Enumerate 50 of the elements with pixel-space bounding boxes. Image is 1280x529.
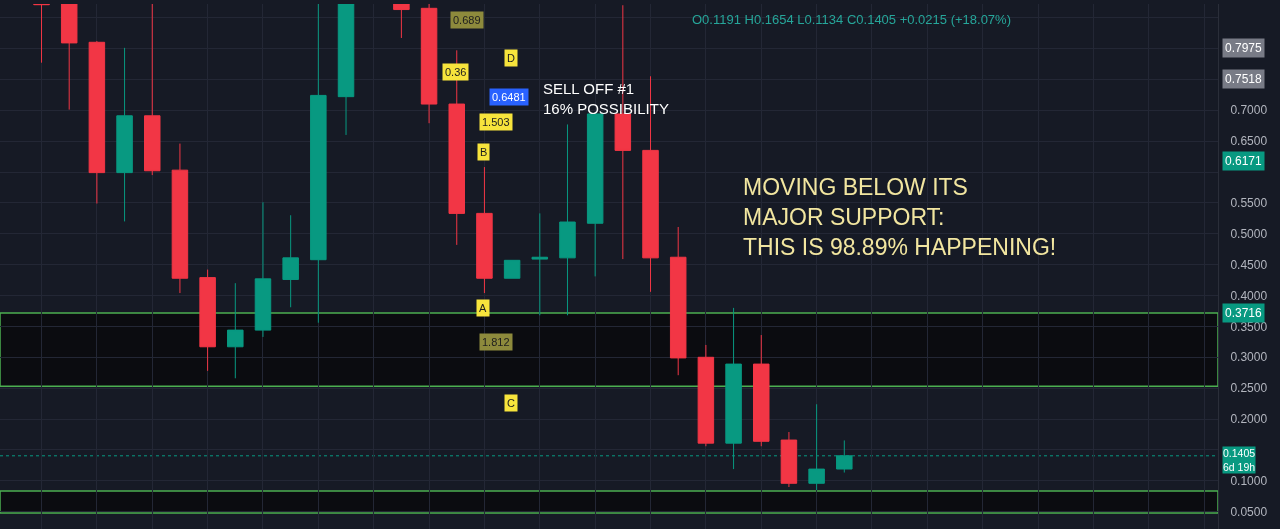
annotation: D bbox=[507, 52, 515, 64]
candlestick bbox=[753, 334, 770, 447]
candlestick bbox=[586, 113, 604, 277]
ref-line-label: 0.1405 6d 19h bbox=[1223, 447, 1256, 473]
candlestick bbox=[88, 40, 106, 204]
candlestick bbox=[199, 269, 216, 372]
y-tick-label: 0.5000 bbox=[1230, 226, 1268, 241]
candlestick bbox=[393, 4, 410, 39]
annotation: MOVING BELOW ITS MAJOR SUPPORT: THIS IS 98.89% HAPPENING! bbox=[743, 174, 1057, 260]
annotation: 0.36 bbox=[445, 66, 467, 78]
candlestick bbox=[227, 282, 244, 379]
candlestick bbox=[559, 123, 576, 316]
candlestick bbox=[697, 344, 715, 447]
candlestick bbox=[254, 201, 272, 338]
candlestick bbox=[780, 431, 798, 488]
candlestick bbox=[282, 214, 299, 308]
candlestick bbox=[33, 4, 50, 64]
candlestick bbox=[60, 4, 78, 111]
text: 0.6171 bbox=[1225, 154, 1263, 168]
annotation: 1.812 bbox=[482, 336, 510, 348]
y-tick-label: 0.5500 bbox=[1230, 196, 1268, 211]
candlestick bbox=[476, 166, 493, 294]
y-tick-label: 0.2000 bbox=[1230, 412, 1268, 427]
candlestick bbox=[420, 4, 438, 124]
candlestick bbox=[531, 212, 549, 316]
candlestick bbox=[337, 4, 355, 136]
annotation: 1.503 bbox=[482, 116, 510, 128]
candlestick bbox=[116, 47, 133, 222]
y-tick-label: 0.4000 bbox=[1230, 288, 1268, 303]
annotation: 0.6481 bbox=[492, 91, 526, 103]
annotation: B bbox=[480, 146, 488, 158]
annotation: O0.1191 H0.1654 L0.1134 C0.1405 +0.0215 (+18.07%) bbox=[692, 12, 1011, 27]
y-tick-label: 0.3000 bbox=[1230, 350, 1268, 365]
y-tick-label: 0.4500 bbox=[1230, 257, 1268, 272]
y-tick-label: 0.3500 bbox=[1230, 319, 1268, 334]
candlestick bbox=[171, 143, 189, 294]
band-label: 0.3716 bbox=[1225, 306, 1263, 320]
y-tick-label: 0.2500 bbox=[1230, 381, 1268, 396]
text: 0.7518 bbox=[1225, 72, 1263, 86]
y-tick-label: 0.0500 bbox=[1230, 504, 1268, 519]
candlestick bbox=[503, 259, 521, 279]
text: 0.7975 bbox=[1225, 41, 1263, 55]
annotation: 0.689 bbox=[453, 14, 481, 26]
y-tick-label: 0.1000 bbox=[1230, 474, 1268, 489]
y-tick-label: 0.6500 bbox=[1230, 134, 1268, 149]
candlestick bbox=[669, 226, 687, 376]
annotation: C bbox=[507, 397, 515, 409]
annotation: A bbox=[479, 302, 487, 314]
candlestick bbox=[144, 4, 161, 176]
y-tick-label: 0.7000 bbox=[1230, 103, 1268, 118]
